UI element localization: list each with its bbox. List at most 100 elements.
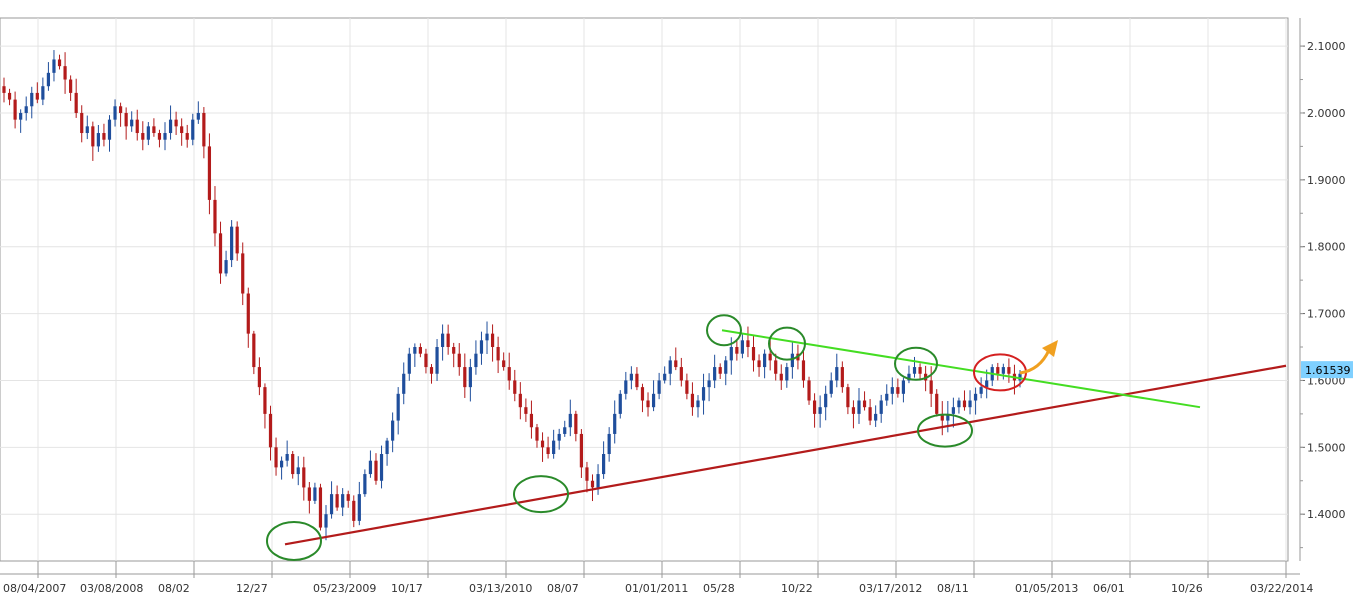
- candle-body: [113, 106, 117, 120]
- candle-body: [74, 92, 78, 113]
- x-tick-label: 03/13/2010: [469, 582, 532, 595]
- candle-body: [230, 226, 234, 261]
- candle: [685, 373, 689, 400]
- candle-body: [313, 487, 317, 501]
- candle: [596, 464, 600, 495]
- candle: [413, 343, 417, 367]
- x-tick-label: 01/05/2013: [1015, 582, 1078, 595]
- candle: [479, 331, 484, 365]
- candle: [607, 427, 611, 462]
- candle: [490, 324, 495, 362]
- candle-body: [701, 387, 706, 401]
- candle-body: [424, 353, 428, 368]
- candle-body: [663, 373, 667, 381]
- candle-body: [13, 99, 17, 120]
- candle: [768, 339, 772, 371]
- candle: [774, 353, 778, 381]
- candle-body: [718, 367, 722, 374]
- candle-body: [279, 460, 284, 468]
- candle-body: [668, 360, 672, 374]
- candle: [91, 121, 95, 161]
- candle: [41, 77, 45, 106]
- candle-body: [457, 353, 461, 368]
- candle-body: [429, 367, 434, 374]
- candle: [35, 82, 39, 104]
- y-axis: 1.40001.50001.60001.70001.80001.90002.00…: [1300, 40, 1346, 549]
- candle-body: [163, 133, 167, 140]
- y-tick-label: 1.7000: [1307, 308, 1346, 321]
- arrow-shaft: [1019, 349, 1051, 375]
- candle-body: [385, 440, 389, 455]
- candle-body: [885, 393, 889, 401]
- candle: [30, 86, 34, 119]
- candle-body: [629, 373, 633, 381]
- candle: [868, 398, 872, 426]
- trendlines: [284, 329, 1287, 546]
- candle: [890, 377, 894, 405]
- candle-body: [291, 454, 295, 475]
- candle: [835, 353, 839, 388]
- candle-body: [851, 407, 856, 414]
- candle-body: [24, 106, 28, 113]
- candle-body: [763, 353, 767, 368]
- candle-body: [574, 413, 578, 434]
- candle-body: [107, 119, 112, 140]
- candle-body: [35, 92, 39, 100]
- candle: [624, 371, 628, 400]
- candle-body: [441, 333, 445, 348]
- candle: [996, 362, 1000, 381]
- y-tick-label: 1.9000: [1307, 174, 1346, 187]
- candle: [363, 469, 367, 497]
- candle-body: [435, 347, 439, 374]
- candle: [757, 354, 761, 377]
- candle-body: [52, 59, 56, 73]
- candle-body: [141, 133, 145, 140]
- candle: [118, 102, 123, 127]
- candle-body: [757, 360, 761, 368]
- candle: [218, 221, 223, 284]
- candle-body: [607, 433, 611, 455]
- candle: [502, 352, 506, 371]
- candle-body: [651, 393, 656, 408]
- candle-body: [657, 380, 661, 394]
- candle: [485, 321, 489, 355]
- candle: [457, 343, 461, 376]
- candle-body: [940, 413, 944, 421]
- candle: [63, 52, 67, 94]
- candle-body: [985, 380, 989, 388]
- touch-circle: [894, 346, 938, 381]
- candle-body: [868, 407, 872, 421]
- candle-body: [218, 233, 223, 274]
- candle-body: [896, 387, 900, 394]
- candle: [69, 75, 73, 101]
- candle: [679, 357, 683, 387]
- candle: [546, 436, 550, 459]
- candle-body: [618, 393, 622, 414]
- candle: [918, 363, 922, 381]
- candle-body: [679, 367, 683, 381]
- candle: [779, 364, 783, 390]
- y-tick-label: 1.8000: [1307, 241, 1346, 254]
- candle-body: [157, 133, 162, 140]
- candle-body: [973, 393, 978, 401]
- candle-body: [535, 427, 539, 441]
- candle: [851, 400, 856, 429]
- candle: [552, 429, 556, 459]
- candle-body: [957, 400, 961, 408]
- candle-body: [918, 367, 922, 374]
- candle: [824, 385, 828, 421]
- candle-body: [490, 333, 495, 348]
- candle: [85, 115, 89, 140]
- candle-body: [246, 293, 250, 334]
- candle: [180, 118, 184, 146]
- candle-body: [329, 494, 334, 515]
- candle: [396, 387, 400, 435]
- candle-body: [69, 79, 73, 93]
- candle-body: [962, 400, 967, 408]
- candle-body: [746, 340, 750, 348]
- candle: [224, 250, 228, 277]
- candle-body: [835, 367, 839, 381]
- candle-body: [979, 387, 983, 394]
- current-price-tag-background: [1301, 361, 1353, 379]
- support-trendline: [284, 364, 1287, 546]
